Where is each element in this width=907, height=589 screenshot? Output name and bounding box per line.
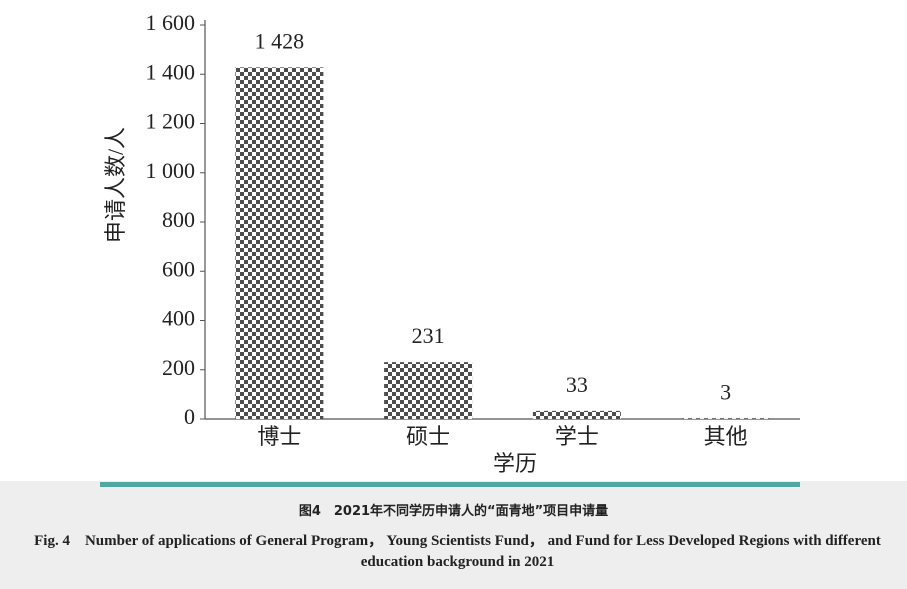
chart: 申请人数/人 学历 0 200 400 600 800 1 000 1 200 1 400 1 … [103, 10, 800, 476]
caption-rule [100, 482, 800, 487]
y-tick-label: 400 [162, 306, 195, 331]
bar [384, 362, 473, 419]
caption-en: Fig. 4 Number of applications of General… [34, 533, 881, 570]
y-tick-label: 200 [162, 355, 195, 380]
x-tick-label: 其他 [704, 424, 748, 449]
y-tick-label: 1 400 [146, 59, 196, 84]
y-tick-label: 800 [162, 207, 195, 232]
bar [532, 410, 621, 419]
y-tick-label: 1 600 [146, 10, 196, 35]
value-label: 33 [566, 372, 588, 397]
bar [681, 418, 770, 419]
y-tick-label: 1 000 [146, 158, 196, 183]
caption-cn: 图4 2021年不同学历申请人的“面青地”项目申请量 [298, 504, 609, 519]
y-tick-label: 0 [184, 404, 195, 429]
y-axis-label: 申请人数/人 [103, 127, 128, 243]
value-label: 231 [412, 323, 445, 348]
bar [235, 67, 324, 419]
y-tick-label: 1 200 [146, 109, 196, 134]
value-label: 1 428 [255, 28, 305, 53]
y-tick-label: 600 [162, 256, 195, 281]
caption-box [0, 481, 907, 589]
x-tick-label: 博士 [257, 424, 301, 449]
x-tick-label: 硕士 [406, 424, 450, 449]
x-tick-label: 学士 [555, 424, 599, 449]
value-label: 3 [720, 379, 731, 404]
x-axis-label: 学历 [493, 451, 537, 476]
